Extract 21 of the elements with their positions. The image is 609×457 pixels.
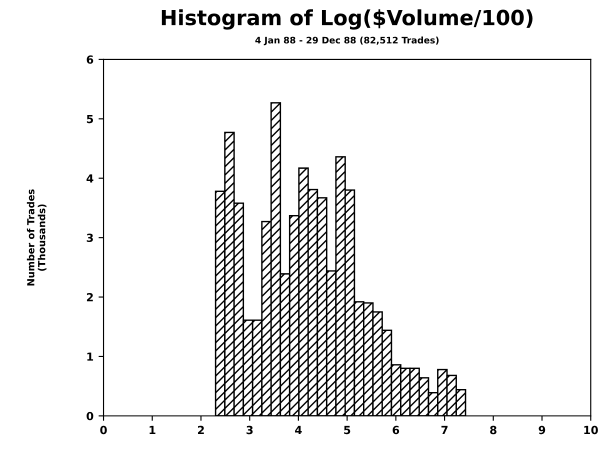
y-tick-label: 0 [86, 412, 94, 420]
x-tick-label: 6 [392, 426, 400, 434]
y-tick-label: 2 [86, 293, 93, 302]
x-tick-label: 3 [246, 426, 253, 434]
y-tick-label: 3 [86, 234, 93, 242]
x-tick-label: 0 [100, 426, 107, 434]
y-tick-label: 6 [86, 55, 94, 64]
x-tick-label: 2 [198, 426, 204, 434]
x-tick-label: 1 [150, 426, 156, 434]
y-tick-label: 4 [86, 174, 94, 182]
y-tick-label: 5 [86, 114, 94, 124]
x-tick-label: 10 [584, 426, 598, 434]
x-tick-label: 5 [344, 426, 350, 434]
x-tick-label: 7 [441, 426, 448, 434]
chart-title: Histogram of Log($Volume/100) [162, 9, 532, 30]
x-tick-label: 9 [538, 426, 546, 434]
chart-subtitle: 4 Jan 88 - 29 Dec 88 (82,512 Trades) [255, 36, 439, 46]
y-tick-label: 1 [87, 352, 94, 361]
x-tick-label: 4 [295, 426, 302, 434]
y-axis-title: Number of Trades (Thousands) [26, 189, 46, 286]
x-tick-label: 8 [490, 426, 496, 434]
